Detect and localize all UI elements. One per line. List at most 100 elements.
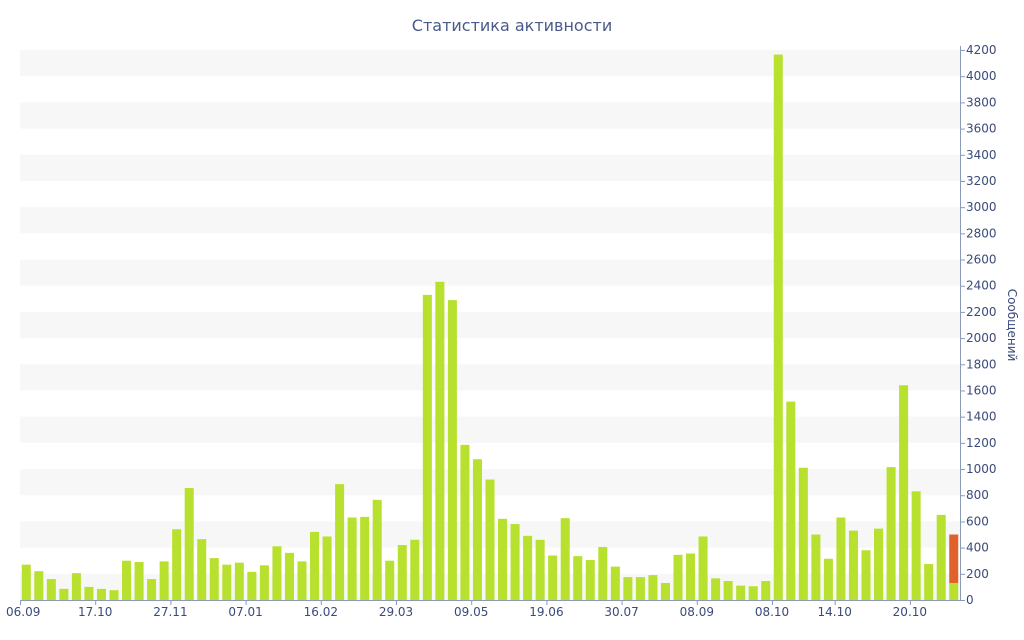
bar	[310, 531, 320, 600]
bar	[335, 484, 345, 600]
y-tick-label: 1000	[966, 462, 997, 476]
bar	[736, 585, 746, 600]
chart-title: Статистика активности	[411, 16, 613, 35]
x-tick-label: 29.03	[379, 605, 413, 619]
bar	[711, 578, 721, 600]
bar	[523, 535, 533, 600]
y-tick-label: 2400	[966, 279, 997, 293]
bar	[773, 54, 783, 601]
x-tick-label: 07.01	[228, 605, 262, 619]
y-tick-label: 800	[966, 488, 989, 502]
grid-band	[20, 50, 960, 77]
y-tick-label: 600	[966, 514, 989, 528]
x-tick-label: 16.02	[304, 605, 338, 619]
bar	[435, 281, 445, 600]
y-tick-label: 3000	[966, 200, 997, 214]
y-axis-label: Сообщений	[1005, 289, 1019, 362]
bar	[197, 539, 207, 600]
bar	[347, 517, 357, 600]
bar	[71, 573, 81, 600]
y-tick-label: 1200	[966, 436, 997, 450]
bar	[886, 467, 896, 600]
y-tick-label: 2200	[966, 305, 997, 319]
y-tick-label: 3600	[966, 122, 997, 136]
bar	[761, 581, 771, 600]
bar	[598, 546, 608, 600]
bar	[648, 575, 658, 600]
bar	[623, 577, 633, 600]
x-tick-label: 08.09	[680, 605, 714, 619]
bar	[823, 558, 833, 600]
bar	[485, 479, 495, 600]
bar	[861, 550, 871, 600]
bar	[874, 528, 884, 600]
x-tick-label: 08.10	[755, 605, 789, 619]
bar	[397, 545, 407, 600]
y-tick-label: 2800	[966, 226, 997, 240]
bar	[272, 546, 282, 600]
bar	[798, 467, 808, 600]
y-tick-label: 1600	[966, 383, 997, 397]
y-tick-label: 0	[966, 593, 974, 607]
x-tick-label: 20.10	[893, 605, 927, 619]
bar	[385, 560, 395, 600]
bar	[209, 558, 219, 600]
bar	[660, 582, 670, 600]
bar	[247, 571, 257, 600]
x-tick-label: 19.06	[529, 605, 563, 619]
bar	[259, 565, 269, 600]
bar	[59, 588, 69, 600]
bar	[410, 539, 420, 600]
bar	[109, 590, 119, 600]
y-tick-label: 2000	[966, 331, 997, 345]
bar	[234, 562, 244, 600]
bar	[510, 524, 520, 600]
bar	[96, 588, 106, 600]
bar	[573, 556, 583, 600]
bar	[548, 555, 558, 600]
y-tick-label: 200	[966, 567, 989, 581]
bar	[172, 529, 182, 600]
bar	[535, 539, 545, 600]
bar	[949, 582, 959, 600]
bar	[134, 562, 144, 600]
grid-band	[20, 102, 960, 129]
bar	[472, 459, 482, 600]
bar	[46, 579, 56, 600]
grid-band	[20, 154, 960, 181]
bar	[147, 579, 157, 600]
grid-band	[20, 207, 960, 234]
bar	[422, 294, 432, 600]
grid-band	[20, 311, 960, 339]
bar	[122, 560, 132, 600]
bar	[786, 401, 796, 600]
bar	[21, 564, 31, 600]
y-tick-label: 400	[966, 541, 989, 555]
y-tick-label: 2600	[966, 253, 997, 267]
bar	[498, 518, 508, 600]
bar	[184, 488, 194, 600]
bar-stacked-segment	[949, 534, 959, 583]
bar	[924, 563, 934, 600]
bar	[34, 571, 44, 600]
y-tick-label: 3400	[966, 148, 997, 162]
grid-band	[20, 259, 960, 286]
y-tick-label: 3200	[966, 174, 997, 188]
bar	[635, 577, 645, 600]
x-tick-label: 27.11	[153, 605, 187, 619]
bar	[460, 444, 470, 600]
bar	[811, 534, 821, 600]
bar	[748, 586, 758, 600]
grid-band	[20, 416, 960, 443]
y-tick-label: 3800	[966, 95, 997, 109]
y-axis-ticks: 0 200 400 600 800 1000 1200 1400 1600 1800 2000 220…	[960, 43, 997, 607]
grid-band	[20, 364, 960, 391]
bar	[560, 518, 570, 600]
bar	[673, 554, 683, 600]
y-tick-label: 1400	[966, 410, 997, 424]
bar	[836, 517, 846, 600]
bar	[848, 530, 858, 600]
y-tick-label: 4000	[966, 69, 997, 83]
bar	[159, 561, 169, 600]
